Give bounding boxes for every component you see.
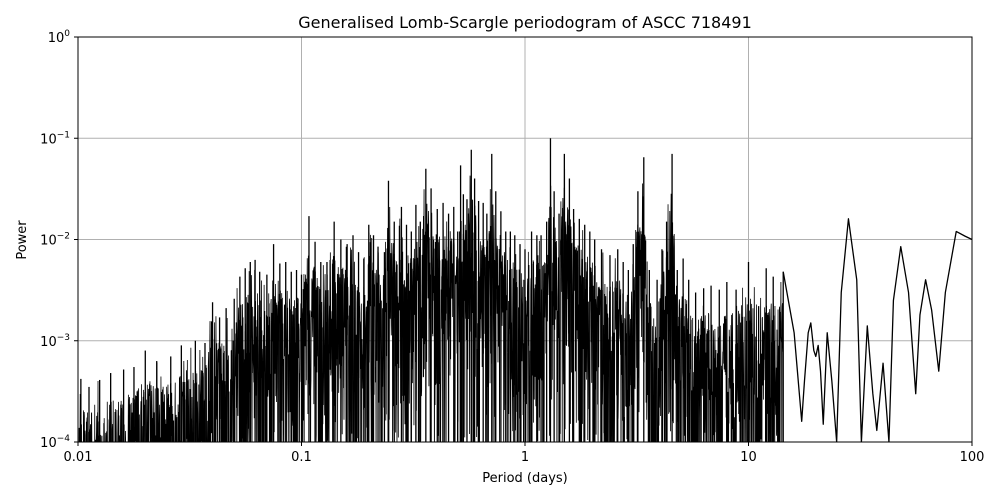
y-tick-label: 10−4 — [40, 434, 70, 451]
x-axis: 0.01 0.1 1 10 100 — [64, 442, 985, 465]
periodogram-tail — [782, 218, 972, 442]
y-tick-label: 10−1 — [40, 130, 70, 147]
y-axis-label: Power — [15, 220, 30, 260]
x-tick-label: 10 — [740, 450, 757, 465]
plot-area — [78, 138, 972, 442]
x-tick-label: 0.01 — [64, 450, 93, 465]
y-axis: 10−4 10−3 10−2 10−1 100 — [40, 29, 78, 451]
series-layer — [78, 138, 972, 442]
y-tick-label: 10−2 — [40, 232, 70, 249]
x-tick-label: 0.1 — [291, 450, 312, 465]
x-tick-label: 1 — [521, 450, 529, 465]
y-tick-label: 10−3 — [40, 333, 70, 350]
y-tick-label: 100 — [48, 29, 71, 46]
x-axis-label: Period (days) — [482, 471, 568, 486]
chart-title: Generalised Lomb-Scargle periodogram of … — [298, 13, 752, 32]
x-tick-label: 100 — [960, 450, 985, 465]
